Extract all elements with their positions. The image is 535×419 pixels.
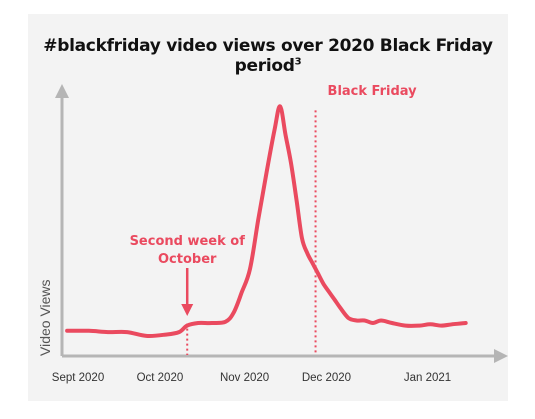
y-axis-arrowhead: [55, 84, 69, 98]
x-tick-oct-2020: Oct 2020: [137, 372, 184, 384]
x-tick-jan-2021: Jan 2021: [404, 372, 451, 384]
second-week-october-arrow-head: [181, 304, 194, 316]
x-axis-arrowhead: [494, 349, 508, 363]
x-tick-sept-2020: Sept 2020: [52, 372, 104, 384]
chart-title-footnote: 3: [294, 56, 302, 68]
chart-title: #blackfriday video views over 2020 Black…: [28, 36, 508, 76]
chart-background: [28, 14, 508, 401]
second-week-october-label-line-1: Second week of: [130, 234, 246, 249]
second-week-october-label-line-2: October: [158, 252, 217, 267]
chart-title-text: #blackfriday video views over 2020 Black…: [43, 36, 493, 76]
annotations: Black Friday Second week of October: [130, 84, 418, 355]
y-axis-label: Video Views: [37, 279, 53, 356]
black-friday-label: Black Friday: [328, 84, 418, 99]
x-tick-nov-2020: Nov 2020: [220, 372, 269, 384]
series-line-video-views: [65, 104, 468, 339]
x-tick-dec-2020: Dec 2020: [302, 372, 351, 384]
x-tick-labels: Sept 2020 Oct 2020 Nov 2020 Dec 2020 Jan 202…: [52, 372, 451, 384]
